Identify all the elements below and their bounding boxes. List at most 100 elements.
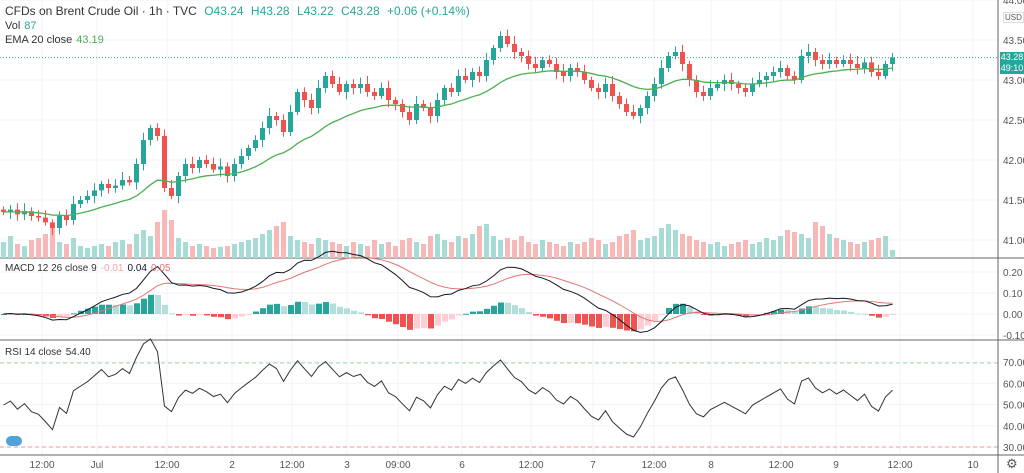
candle-body xyxy=(351,84,356,88)
volume-bar xyxy=(512,240,517,258)
time-tick-label: 9 xyxy=(833,460,839,471)
settings-gear-icon[interactable]: ⚙ xyxy=(1006,456,1018,471)
candle-body xyxy=(85,196,90,200)
macd-histogram-bar xyxy=(792,311,798,314)
candle-body xyxy=(841,60,846,64)
volume-bar xyxy=(659,228,664,258)
macd-histogram-bar xyxy=(204,314,210,316)
volume-bar xyxy=(526,242,531,258)
candle-body xyxy=(71,204,76,220)
macd-histogram-bar xyxy=(533,314,539,316)
macd-histogram-bar xyxy=(148,294,154,314)
currency-label[interactable]: USD xyxy=(1003,12,1024,23)
volume-bar xyxy=(78,246,83,258)
volume-bar xyxy=(141,230,146,258)
macd-histogram-bar xyxy=(743,314,749,317)
volume-bar xyxy=(813,222,818,258)
rsi-value: 54.40 xyxy=(65,347,91,358)
symbol-title[interactable]: CFDs on Brent Crude Oil · 1h · TVC xyxy=(5,4,197,18)
macd-histogram-bar xyxy=(414,314,420,329)
candle-body xyxy=(750,84,755,92)
candle-body xyxy=(435,100,440,116)
macd-histogram-bar xyxy=(568,314,574,323)
volume-bar xyxy=(127,244,132,258)
candle-body xyxy=(92,190,97,196)
macd-histogram-bar xyxy=(554,314,560,321)
macd-histogram-bar xyxy=(407,314,413,330)
candle-body xyxy=(764,76,769,80)
volume-bar xyxy=(589,238,594,258)
macd-histogram-bar xyxy=(323,302,329,314)
volume-bar xyxy=(407,238,412,258)
volume-bar xyxy=(43,234,48,258)
macd-histogram-bar xyxy=(330,303,336,314)
macd-histogram-bar xyxy=(491,305,497,314)
macd-histogram-bar xyxy=(183,314,189,316)
candle-body xyxy=(519,52,524,56)
macd-histogram-bar xyxy=(190,314,196,316)
ohlc-high: H43.28 xyxy=(250,4,290,18)
macd-histogram-bar xyxy=(778,309,784,314)
volume-bar xyxy=(344,246,349,258)
volume-bar xyxy=(204,246,209,258)
volume-bar xyxy=(260,234,265,258)
candle-body xyxy=(281,120,286,132)
candle-body xyxy=(561,72,566,76)
volume-bar xyxy=(337,244,342,258)
price-tick-label: 42.00 xyxy=(1003,156,1024,167)
candle-body xyxy=(330,76,335,84)
macd-histogram-bar xyxy=(260,308,266,314)
macd-histogram-bar xyxy=(337,306,343,314)
volume-bar xyxy=(232,244,237,258)
volume-bar xyxy=(890,250,895,258)
macd-histogram-bar xyxy=(169,313,175,315)
macd-histogram-bar xyxy=(71,313,77,315)
volume-bar xyxy=(645,238,650,258)
macd-histogram-bar xyxy=(673,303,679,314)
ohlc-change: +0.06 (+0.14%) xyxy=(387,4,470,18)
candle-body xyxy=(505,36,510,44)
candle-body xyxy=(421,104,426,108)
candle-body xyxy=(771,72,776,76)
candle-body xyxy=(407,112,412,120)
volume-bar xyxy=(134,234,139,258)
candle-body xyxy=(463,76,468,80)
volume-bar xyxy=(841,240,846,258)
candle-body xyxy=(512,44,517,52)
macd-histogram-bar xyxy=(512,305,518,314)
macd-histogram-bar xyxy=(267,304,273,314)
rsi-tick-label: 30.00 xyxy=(1003,443,1024,454)
volume-label: Vol xyxy=(5,20,21,32)
macd-histogram-bar xyxy=(393,314,399,325)
volume-bar xyxy=(757,242,762,258)
candle-body xyxy=(274,116,279,120)
volume-bar xyxy=(351,242,356,258)
macd-histogram-bar xyxy=(736,314,742,316)
volume-bar xyxy=(554,244,559,258)
volume-bar xyxy=(428,236,433,258)
countdown-badge: 49:10 xyxy=(1000,63,1024,74)
macd-histogram-bar xyxy=(582,314,588,325)
volume-bar xyxy=(162,210,167,258)
candle-body xyxy=(134,164,139,183)
macd-histogram-bar xyxy=(757,314,763,315)
volume-bar xyxy=(547,242,552,258)
cloud-icon[interactable] xyxy=(6,436,22,446)
candle-body xyxy=(603,84,608,92)
volume-bar xyxy=(197,244,202,258)
macd-histogram-bar xyxy=(519,308,525,314)
volume-bar xyxy=(463,238,468,258)
macd-histogram-bar xyxy=(624,314,630,331)
price-tick-label: 42.50 xyxy=(1003,116,1024,127)
volume-bar xyxy=(617,236,622,258)
time-tick-label: 10 xyxy=(967,460,979,471)
candle-body xyxy=(701,92,706,96)
macd-histogram-bar xyxy=(561,314,567,323)
volume-bar xyxy=(834,238,839,258)
macd-histogram-bar xyxy=(848,311,854,314)
macd-histogram-bar xyxy=(596,314,602,328)
price-tick-label: 43.50 xyxy=(1003,36,1024,47)
volume-bar xyxy=(316,238,321,258)
candle-body xyxy=(337,84,342,92)
